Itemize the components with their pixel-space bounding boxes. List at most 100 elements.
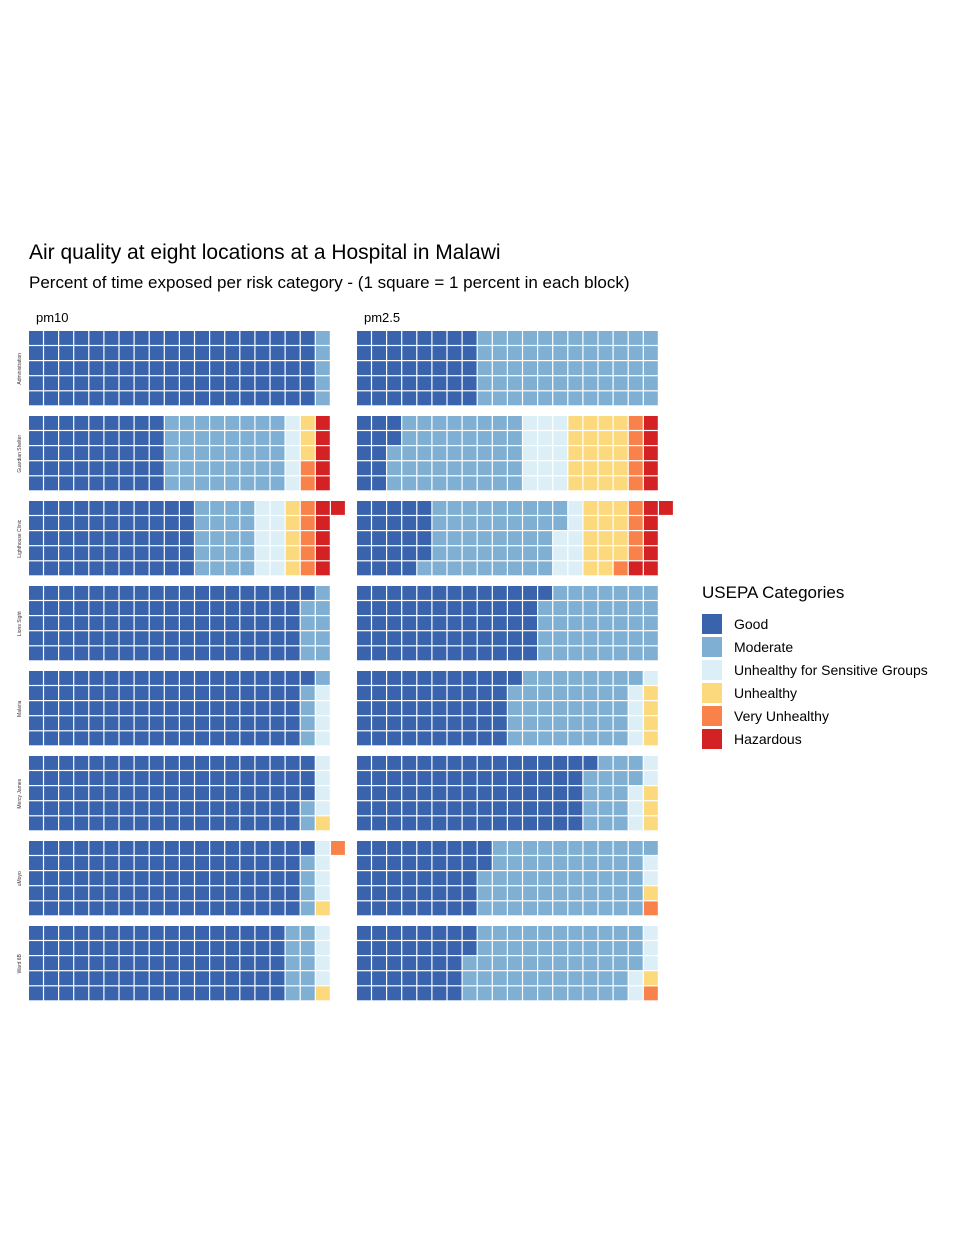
waffle-square-pm10-lighthouse-clinic-good (44, 501, 58, 515)
waffle-square-pm10-guardian-shelter-good (119, 416, 134, 430)
waffle-square-pm2-5-lions-sight-good (372, 631, 386, 646)
waffle-square-pm2-5-ward-6b-good (417, 926, 432, 940)
waffle-square-pm10-ward-6b-good (255, 941, 270, 955)
waffle-square-pm10-malaria-good (74, 671, 89, 685)
waffle-square-pm2-5-administration-moderate (538, 376, 553, 391)
waffle-square-pm10-mercy-james-good (225, 816, 240, 831)
waffle-square-pm2-5-lighthouse-clinic-good (417, 501, 432, 515)
waffle-square-pm2-5-umoyo-unhealthy-for-sensitive-groups (643, 871, 658, 886)
waffle-square-pm2-5-guardian-shelter-moderate (508, 446, 522, 461)
waffle-square-pm2-5-lighthouse-clinic-very-unhealthy (613, 561, 628, 576)
waffle-square-pm2-5-malaria-good (387, 731, 402, 746)
waffle-square-pm2-5-malaria-good (357, 716, 371, 731)
waffle-square-pm10-lions-sight-good (29, 631, 43, 646)
waffle-square-pm2-5-malaria-good (417, 731, 432, 746)
waffle-square-pm10-umoyo-good (270, 871, 285, 886)
waffle-square-pm10-malaria-good (255, 731, 270, 746)
waffle-square-pm2-5-administration-moderate (492, 376, 507, 391)
waffle-square-pm2-5-administration-good (432, 346, 447, 360)
waffle-square-pm2-5-mercy-james-moderate (613, 801, 628, 816)
waffle-square-pm2-5-mercy-james-good (372, 771, 386, 785)
waffle-square-pm10-administration-good (104, 361, 119, 376)
waffle-square-pm2-5-mercy-james-good (477, 756, 492, 770)
waffle-square-pm2-5-guardian-shelter-unhealthy-for-sensitive-groups (553, 461, 568, 476)
waffle-square-pm10-umoyo-good (29, 856, 43, 870)
waffle-square-pm10-lions-sight-moderate (315, 616, 330, 631)
waffle-square-pm10-administration-moderate (315, 346, 330, 360)
waffle-square-pm10-umoyo-good (285, 886, 300, 901)
waffle-square-pm10-lighthouse-clinic-unhealthy-for-sensitive-groups (270, 561, 285, 576)
waffle-square-pm2-5-ward-6b-moderate (583, 986, 598, 1001)
waffle-square-pm2-5-ward-6b-moderate (553, 971, 568, 986)
waffle-square-pm10-administration-good (300, 376, 315, 391)
waffle-square-pm2-5-lions-sight-good (432, 631, 447, 646)
waffle-square-pm10-lions-sight-good (59, 616, 74, 631)
waffle-square-pm2-5-administration-moderate (477, 376, 492, 391)
waffle-square-pm2-5-malaria-good (387, 716, 402, 731)
waffle-square-pm10-umoyo-good (210, 886, 225, 901)
waffle-square-pm10-lions-sight-good (210, 586, 225, 600)
waffle-square-pm10-guardian-shelter-unhealthy-for-sensitive-groups (285, 446, 300, 461)
waffle-square-pm2-5-malaria-good (492, 731, 507, 746)
location-label-administration: Administration (17, 353, 23, 385)
waffle-square-pm2-5-ward-6b-moderate (613, 986, 628, 1001)
waffle-square-pm2-5-ward-6b-moderate (568, 941, 583, 955)
waffle-square-pm10-malaria-good (29, 701, 43, 716)
waffle-square-pm2-5-lighthouse-clinic-unhealthy (598, 546, 613, 561)
waffle-square-pm2-5-guardian-shelter-unhealthy (583, 446, 598, 461)
waffle-square-pm10-guardian-shelter-good (89, 446, 104, 461)
waffle-square-pm2-5-guardian-shelter-moderate (508, 431, 522, 445)
waffle-square-pm10-malaria-good (149, 731, 164, 746)
waffle-square-pm10-lions-sight-good (74, 616, 89, 631)
waffle-square-pm2-5-mercy-james-good (372, 801, 386, 816)
waffle-square-pm2-5-lighthouse-clinic-moderate (523, 546, 537, 561)
waffle-square-pm2-5-guardian-shelter-good (357, 416, 371, 430)
waffle-square-pm10-lighthouse-clinic-moderate (210, 501, 225, 515)
waffle-square-pm2-5-lions-sight-good (508, 646, 522, 661)
waffle-square-pm10-umoyo-good (44, 901, 58, 916)
waffle-square-pm10-malaria-good (104, 686, 119, 700)
waffle-square-pm10-malaria-good (240, 686, 255, 700)
waffle-square-pm2-5-lions-sight-moderate (583, 631, 598, 646)
waffle-square-pm10-guardian-shelter-hazardous (315, 431, 330, 445)
waffle-square-pm10-umoyo-good (180, 856, 194, 870)
waffle-square-pm10-lighthouse-clinic-good (119, 516, 134, 530)
waffle-square-pm10-mercy-james-good (29, 756, 43, 770)
waffle-square-pm10-umoyo-good (59, 856, 74, 870)
waffle-square-pm10-umoyo-good (134, 841, 149, 855)
waffle-square-pm10-administration-good (44, 391, 58, 406)
waffle-square-pm10-guardian-shelter-unhealthy-for-sensitive-groups (285, 431, 300, 445)
waffle-square-pm2-5-lighthouse-clinic-good (402, 546, 417, 561)
waffle-square-pm2-5-mercy-james-good (462, 786, 477, 801)
waffle-square-pm10-malaria-good (119, 686, 134, 700)
waffle-square-pm2-5-umoyo-moderate (538, 856, 553, 870)
waffle-square-pm2-5-administration-moderate (523, 346, 537, 360)
waffle-square-pm2-5-guardian-shelter-good (387, 431, 402, 445)
waffle-square-pm10-administration-good (255, 391, 270, 406)
waffle-square-pm10-mercy-james-good (74, 771, 89, 785)
waffle-square-pm2-5-ward-6b-good (432, 941, 447, 955)
waffle-square-pm2-5-ward-6b-good (387, 956, 402, 971)
waffle-square-pm10-lighthouse-clinic-unhealthy-for-sensitive-groups (255, 546, 270, 561)
waffle-square-pm10-lighthouse-clinic-good (119, 546, 134, 561)
waffle-square-pm2-5-ward-6b-good (447, 941, 462, 955)
waffle-square-pm10-malaria-good (164, 731, 179, 746)
waffle-square-pm10-umoyo-good (240, 886, 255, 901)
waffle-square-pm2-5-lighthouse-clinic-unhealthy-for-sensitive-groups (553, 561, 568, 576)
waffle-square-pm2-5-umoyo-moderate (613, 841, 628, 855)
waffle-square-pm2-5-malaria-good (417, 701, 432, 716)
waffle-square-pm2-5-guardian-shelter-moderate (402, 446, 417, 461)
waffle-square-pm2-5-lighthouse-clinic-moderate (462, 531, 477, 546)
waffle-square-pm2-5-lions-sight-good (462, 631, 477, 646)
waffle-square-pm2-5-mercy-james-good (402, 771, 417, 785)
waffle-square-pm10-mercy-james-good (225, 771, 240, 785)
waffle-square-pm2-5-administration-good (447, 361, 462, 376)
waffle-square-pm10-lions-sight-good (89, 616, 104, 631)
waffle-square-pm2-5-malaria-moderate (598, 731, 613, 746)
waffle-square-pm10-mercy-james-good (285, 786, 300, 801)
waffle-square-pm10-guardian-shelter-good (119, 476, 134, 491)
waffle-square-pm2-5-lighthouse-clinic-good (387, 516, 402, 530)
waffle-square-pm10-administration-good (195, 331, 209, 345)
waffle-square-pm2-5-mercy-james-good (492, 816, 507, 831)
waffle-square-pm10-mercy-james-good (134, 801, 149, 816)
